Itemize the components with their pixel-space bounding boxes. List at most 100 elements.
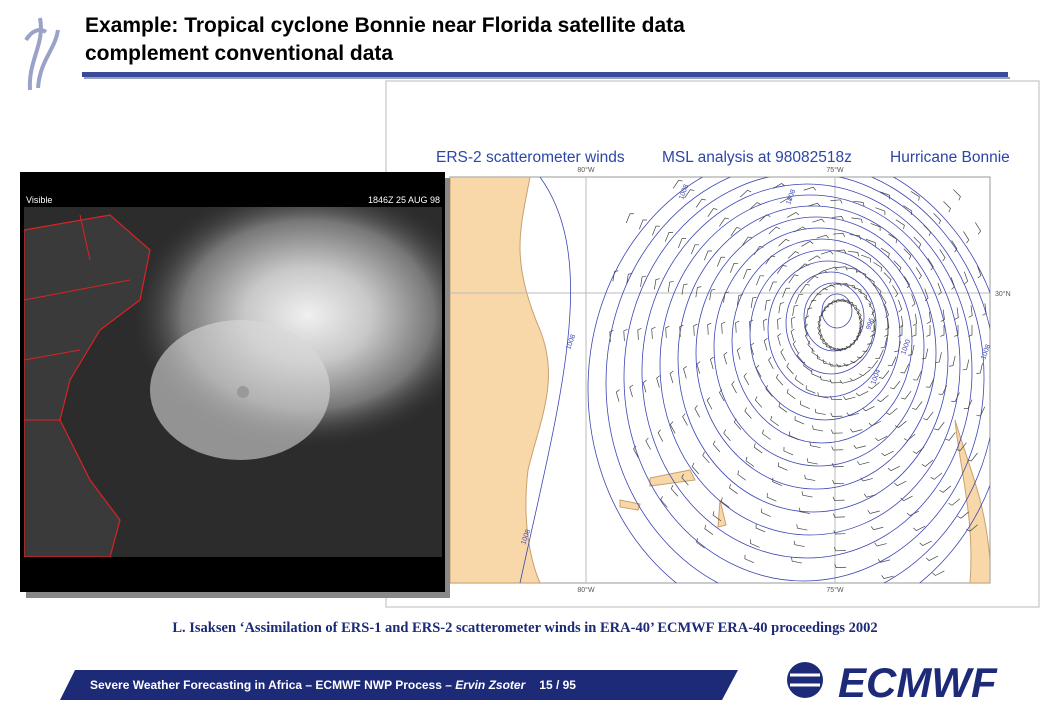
wind-barb — [903, 205, 913, 215]
wind-barb — [849, 335, 859, 345]
wind-barb — [875, 349, 884, 359]
wind-barb — [696, 538, 705, 549]
wind-barb — [907, 344, 915, 356]
wind-barb — [812, 425, 824, 432]
wind-barb — [861, 254, 871, 263]
wind-barb — [782, 287, 791, 298]
wind-barb — [829, 282, 842, 287]
isobar — [641, 183, 973, 559]
isobar — [519, 177, 571, 583]
wind-barb — [878, 370, 890, 379]
wind-barb — [923, 411, 934, 421]
wind-barb — [833, 513, 845, 518]
lon-label: 75°W — [826, 586, 844, 594]
isobar-label: 1008 — [565, 334, 577, 351]
wind-barb — [753, 246, 764, 255]
wind-barb — [856, 461, 870, 466]
wind-barb — [683, 366, 687, 379]
wind-barb — [967, 452, 978, 462]
wind-barb — [940, 309, 945, 322]
wind-barb — [707, 322, 712, 335]
wind-barb — [815, 269, 828, 276]
wind-barb — [835, 266, 848, 271]
wind-barb — [792, 340, 799, 353]
wind-barb — [968, 305, 973, 318]
wind-barb — [806, 275, 819, 284]
wind-barb — [974, 222, 982, 235]
wind-barb — [806, 458, 818, 465]
wind-barb — [723, 352, 728, 365]
wind-barb — [736, 294, 743, 306]
map-heading: Hurricane Bonnie — [890, 149, 1010, 166]
citation: L. Isaksen ‘Assimilation of ERS-1 and ER… — [172, 620, 877, 636]
wind-barb — [800, 400, 810, 409]
wind-barb — [807, 202, 821, 207]
wind-barb — [638, 219, 647, 230]
wind-barb — [755, 523, 766, 533]
wind-barb — [870, 325, 875, 337]
wind-barb — [830, 429, 843, 434]
wind-barb — [898, 299, 903, 313]
wind-barb — [816, 287, 828, 296]
wind-barb — [912, 446, 925, 454]
wind-barb — [912, 401, 923, 410]
wind-barb — [843, 396, 856, 400]
wind-barb — [801, 491, 813, 498]
wind-barb — [777, 317, 782, 330]
wind-barb — [839, 379, 852, 384]
isobar — [587, 177, 990, 583]
wind-barb — [789, 431, 799, 440]
wind-barb — [950, 277, 955, 290]
wind-barb — [612, 270, 619, 282]
wind-barb — [665, 325, 670, 338]
wind-barb — [977, 265, 982, 279]
wind-barb — [858, 316, 863, 330]
wind-barb — [875, 207, 886, 216]
wind-barb — [867, 360, 879, 369]
wind-barb — [693, 323, 698, 336]
wind-barb — [903, 276, 911, 289]
wind-barb — [856, 270, 867, 279]
image-label: 1846Z 25 AUG 98 — [368, 195, 440, 205]
wind-barb — [804, 474, 816, 481]
logo-text: ECMWF — [838, 659, 998, 706]
wind-barb — [775, 374, 784, 386]
wind-barb — [873, 284, 882, 296]
wind-barb — [843, 361, 856, 367]
wind-barb — [930, 472, 943, 480]
wind-barb — [859, 369, 871, 377]
wind-barb — [806, 307, 812, 319]
wind-barb — [779, 197, 793, 204]
wind-barb — [925, 378, 935, 388]
wind-barb — [888, 233, 898, 244]
land — [954, 419, 990, 583]
wind-barb — [817, 392, 829, 399]
wind-barb — [963, 231, 970, 244]
wind-barb — [880, 247, 890, 258]
wind-barb — [833, 530, 846, 535]
wind-barb — [753, 443, 763, 454]
wind-barb — [770, 416, 780, 427]
wind-barb — [846, 267, 858, 274]
wind-barb — [730, 263, 739, 273]
wind-barb — [744, 407, 752, 419]
wind-barb — [780, 348, 786, 361]
wind-barb — [790, 328, 795, 342]
wind-barb — [913, 370, 922, 381]
wind-barb — [976, 406, 986, 417]
wind-barb — [805, 315, 810, 328]
isobar — [605, 177, 990, 583]
wind-barb — [651, 225, 660, 236]
wind-barb — [828, 345, 841, 350]
isobar-label: 1008 — [520, 529, 532, 546]
isobar-label: 1008 — [785, 189, 797, 206]
page-number: 15 / 95 — [539, 678, 576, 692]
wind-barb — [933, 212, 942, 225]
wind-barb — [633, 445, 639, 458]
wind-barb — [768, 356, 774, 370]
wind-barb — [939, 249, 946, 262]
wind-barb — [721, 321, 726, 334]
wind-barb — [704, 524, 714, 535]
wind-barb — [750, 296, 757, 309]
wind-barb — [834, 563, 847, 568]
